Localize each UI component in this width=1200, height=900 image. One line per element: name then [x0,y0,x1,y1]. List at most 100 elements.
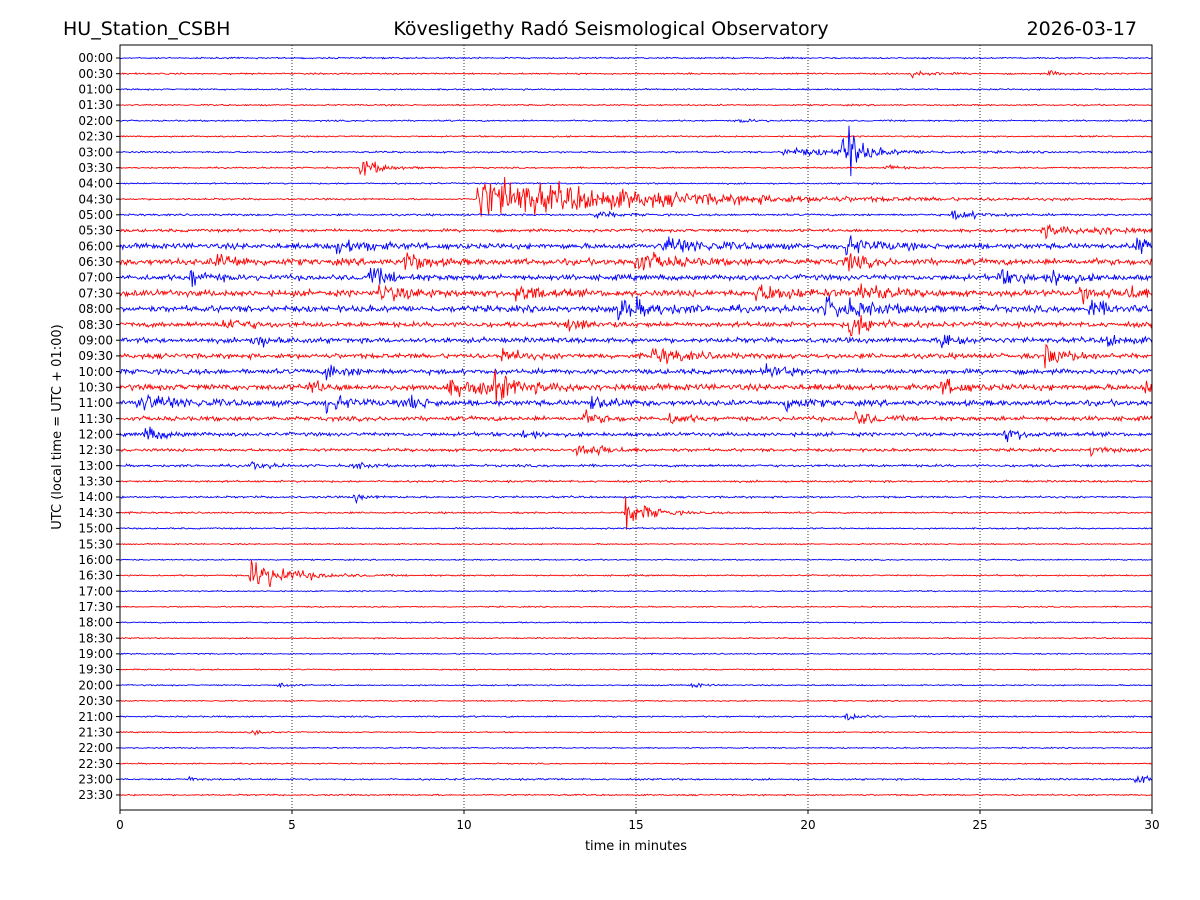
y-tick-label: 12:30 [78,443,113,457]
seismic-traces [119,56,1153,797]
y-tick-label: 06:30 [78,255,113,269]
y-tick-label: 00:00 [78,51,113,65]
x-tick-label: 0 [116,818,124,832]
trace-row-0100 [119,87,1153,91]
trace-row-1530 [119,542,1153,546]
trace-row-1700 [119,589,1153,593]
trace-row-0130 [119,103,1153,107]
trace-row-0900 [119,334,1153,349]
trace-row-0830 [119,315,1153,337]
trace-row-0800 [119,295,1153,321]
y-tick-label: 15:30 [78,537,113,551]
y-tick-label: 04:00 [78,177,113,191]
trace-row-0200 [119,118,1153,124]
trace-row-1730 [119,605,1153,609]
y-tick-label: 17:30 [78,600,113,614]
trace-row-2200 [119,746,1153,750]
trace-row-0500 [119,209,1153,221]
y-tick-label: 03:00 [78,145,113,159]
trace-row-0330 [119,160,1153,176]
x-tick-label: 25 [972,818,987,832]
y-tick-label: 19:30 [78,663,113,677]
trace-row-1230 [119,444,1153,458]
trace-row-0430 [119,176,1153,217]
trace-row-1000 [119,363,1153,381]
y-tick-label: 13:00 [78,459,113,473]
trace-row-1130 [119,409,1153,425]
y-tick-label: 04:30 [78,192,113,206]
y-tick-label: 05:30 [78,224,113,238]
y-tick-label: 23:30 [78,788,113,802]
y-tick-label: 11:00 [78,396,113,410]
trace-row-0000 [119,56,1153,60]
trace-row-1900 [119,652,1153,656]
y-tick-label: 00:30 [78,67,113,81]
trace-row-0730 [119,283,1153,305]
trace-row-0600 [119,235,1153,256]
y-tick-label: 09:30 [78,349,113,363]
y-tick-label: 02:30 [78,130,113,144]
y-axis-label: UTC (local time = UTC + 01:00) [50,324,65,529]
trace-row-0300 [119,125,1153,177]
trace-row-1830 [119,636,1153,640]
trace-row-0630 [119,251,1153,272]
y-tick-label: 17:00 [78,584,113,598]
y-tick-label: 19:00 [78,647,113,661]
trace-row-1100 [119,393,1153,415]
trace-row-2100 [119,712,1153,721]
trace-row-0700 [119,267,1153,288]
y-tick-label: 12:00 [78,428,113,442]
trace-row-1330 [119,479,1153,484]
y-tick-label: 22:00 [78,741,113,755]
y-tick-label: 22:30 [78,757,113,771]
y-tick-label: 20:30 [78,694,113,708]
y-tick-label: 02:00 [78,114,113,128]
y-tick-label: 07:30 [78,286,113,300]
y-tick-label: 08:00 [78,302,113,316]
trace-row-0030 [119,69,1153,79]
y-tick-label: 14:00 [78,490,113,504]
station-name: HU_Station_CSBH [63,18,230,40]
x-tick-label: 15 [628,818,643,832]
trace-row-2030 [119,699,1153,703]
y-tick-label: 14:30 [78,506,113,520]
trace-row-1930 [119,668,1153,671]
x-tick-label: 30 [1144,818,1159,832]
chart-title: Kövesligethy Radó Seismological Observat… [393,18,828,40]
y-tick-label: 10:00 [78,365,113,379]
y-tick-label: 10:30 [78,380,113,394]
trace-row-1300 [119,461,1153,471]
y-tick-label: 03:30 [78,161,113,175]
x-axis-ticks: 0 5 10 15 20 25 30 [116,810,1160,832]
y-tick-label: 13:30 [78,475,113,489]
y-tick-label: 21:30 [78,725,113,739]
y-tick-label: 18:00 [78,616,113,630]
y-tick-label: 20:00 [78,678,113,692]
trace-row-1430 [119,497,1153,530]
y-tick-label: 23:00 [78,772,113,786]
y-tick-label: 06:00 [78,239,113,253]
y-tick-label: 18:30 [78,631,113,645]
trace-row-2330 [119,793,1153,797]
trace-row-0530 [119,224,1153,240]
trace-row-2000 [119,682,1153,689]
trace-row-1400 [119,494,1153,505]
y-tick-label: 16:30 [78,569,113,583]
chart-date: 2026-03-17 [1027,18,1137,40]
y-tick-label: 09:00 [78,333,113,347]
trace-row-2230 [119,762,1153,765]
trace-row-0930 [119,343,1153,369]
x-tick-label: 5 [288,818,296,832]
y-tick-label: 16:00 [78,553,113,567]
y-tick-label: 21:00 [78,710,113,724]
trace-row-1600 [119,558,1153,562]
y-tick-label: 15:00 [78,522,113,536]
x-tick-label: 20 [800,818,815,832]
trace-row-1800 [119,621,1153,624]
trace-row-1500 [119,526,1153,531]
y-tick-label: 07:00 [78,271,113,285]
y-tick-label: 01:30 [78,98,113,112]
trace-row-1030 [119,370,1153,404]
plot-frame [119,44,1153,811]
